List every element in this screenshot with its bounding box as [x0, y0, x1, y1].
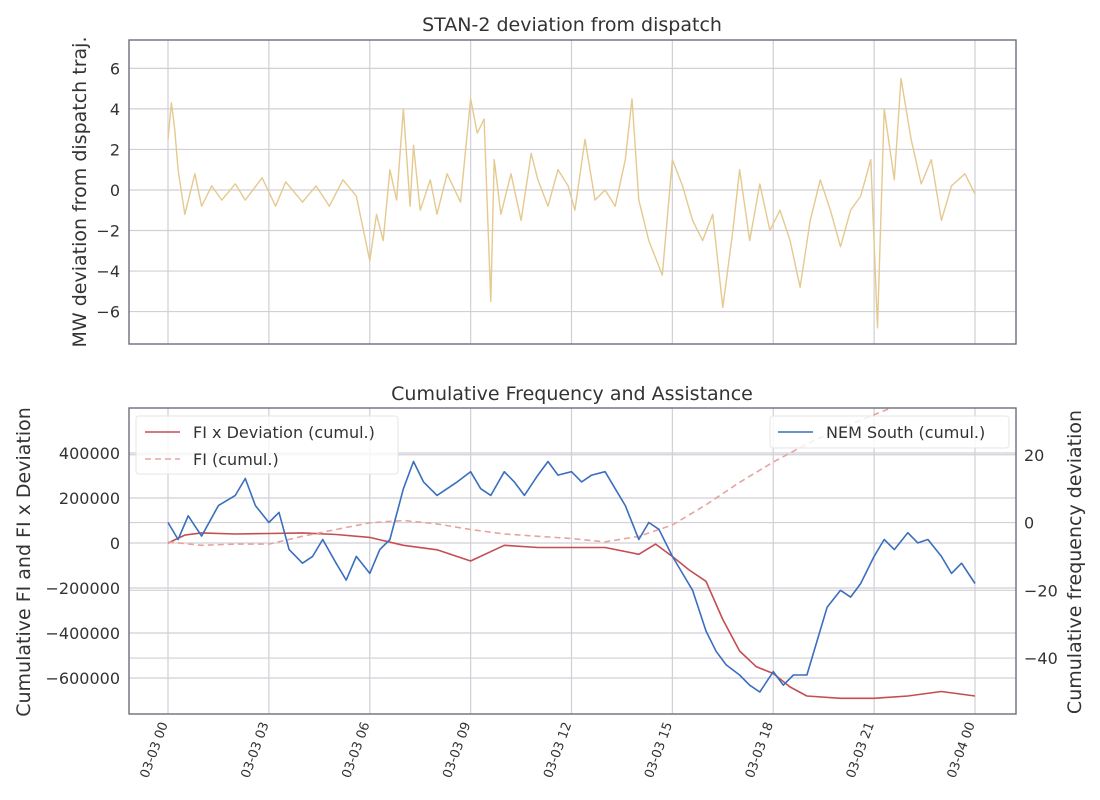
- y-tick-label-left: 200000: [59, 489, 120, 508]
- y-axis-label-top: MW deviation from dispatch traj.: [69, 37, 91, 348]
- y-tick-label: −4: [96, 262, 120, 281]
- y-tick-label: 2: [110, 140, 120, 159]
- y-tick-label-left: −400000: [46, 624, 120, 643]
- y-tick-label-left: −200000: [46, 579, 120, 598]
- deviation-chart: STAN-2 deviation from dispatch MW deviat…: [69, 14, 1017, 348]
- y-axis-label-right: Cumulative frequency deviation: [1064, 410, 1086, 714]
- legend-label-fi-deviation: FI x Deviation (cumul.): [193, 423, 375, 442]
- legend-left-box: [135, 415, 399, 475]
- chart-title-top: STAN-2 deviation from dispatch: [422, 14, 722, 36]
- legend-right-box: [769, 415, 1010, 449]
- y-tick-label-right: 0: [1024, 514, 1034, 533]
- legend-left: FI x Deviation (cumul.) FI (cumul.): [135, 415, 399, 475]
- chart-title-bottom: Cumulative Frequency and Assistance: [391, 383, 753, 405]
- y-tick-label-left: 400000: [59, 444, 120, 463]
- y-tick-label-left: 0: [110, 534, 120, 553]
- y-tick-label: 0: [110, 181, 120, 200]
- series-line-fi-cumul: [167, 407, 892, 547]
- y-axis-label-left: Cumulative FI and FI x Deviation: [13, 407, 35, 717]
- y-tick-label-right: 20: [1024, 446, 1044, 465]
- y-tick-label-right: −40: [1024, 649, 1058, 668]
- legend-label-nem-south: NEM South (cumul.): [826, 423, 985, 442]
- y-tick-label-left: −600000: [46, 669, 120, 688]
- legend-label-fi: FI (cumul.): [193, 450, 279, 469]
- y-tick-label: −6: [96, 303, 120, 322]
- y-tick-label: 4: [110, 100, 120, 119]
- plot-frame-top: [128, 39, 1017, 345]
- y-tick-label-right: −20: [1024, 581, 1058, 600]
- legend-right: NEM South (cumul.): [769, 415, 1010, 449]
- series-line-nem-south-cumul: [167, 460, 976, 693]
- series-line-deviation: [167, 77, 976, 329]
- y-tick-label: −2: [96, 222, 120, 241]
- y-tick-label: 6: [110, 59, 120, 78]
- plot-frame-bottom: [128, 407, 1017, 715]
- series-line-fi-x-deviation-cumul: [167, 532, 976, 700]
